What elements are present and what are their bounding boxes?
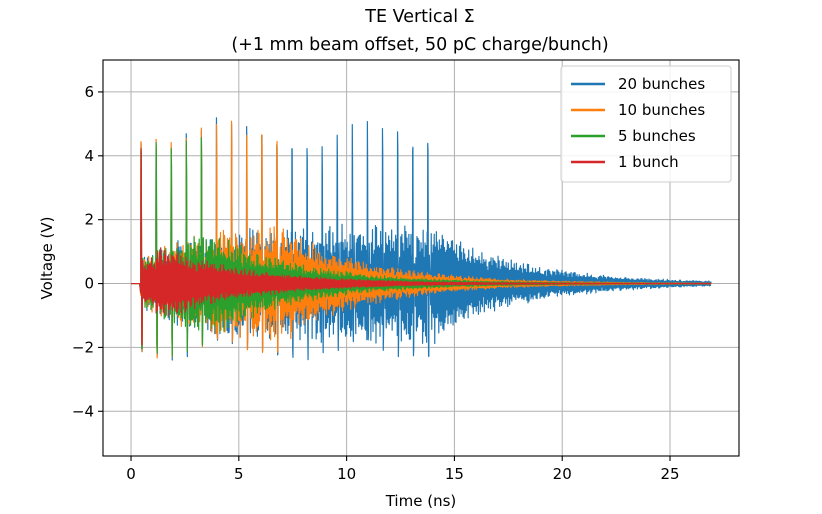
x-tick-label: 20: [553, 465, 572, 483]
legend-label: 20 bunches: [618, 75, 705, 93]
chart-title: TE Vertical Σ (+1 mm beam offset, 50 pC …: [231, 7, 608, 55]
legend: 20 bunches 10 bunches 5 bunches 1 bunch: [560, 65, 732, 183]
chart-title-line-1: TE Vertical Σ: [364, 7, 474, 27]
x-tick-label: 25: [660, 465, 679, 483]
legend-box: [560, 65, 732, 183]
x-tick-label: 10: [337, 465, 356, 483]
x-axis-label: Time (ns): [385, 492, 457, 510]
series-line-1-bunch: [131, 148, 712, 346]
y-tick-label: 2: [84, 211, 94, 229]
chart-title-line-2: (+1 mm beam offset, 50 pC charge/bunch): [231, 35, 608, 55]
legend-label: 10 bunches: [618, 101, 705, 119]
x-tick-label: 15: [445, 465, 464, 483]
y-tick-label: −2: [72, 338, 94, 356]
y-axis-label: Voltage (V): [38, 217, 56, 300]
x-tick-label: 5: [234, 465, 244, 483]
y-tick-label: 4: [84, 147, 94, 165]
y-tick-label: 0: [84, 275, 94, 293]
series-lines: [131, 117, 712, 361]
y-tick-label: 6: [84, 83, 94, 101]
x-tick-label: 0: [126, 465, 136, 483]
plot-area-frame: [102, 59, 740, 457]
legend-entries: 20 bunches 10 bunches 5 bunches 1 bunch: [571, 75, 705, 171]
y-tick-label: −4: [72, 402, 94, 420]
axis-ticks: 0 5 10 15 20 25 −4 −2 0 2 4 6: [72, 83, 680, 483]
legend-label: 5 bunches: [618, 127, 696, 145]
legend-label: 1 bunch: [618, 153, 679, 171]
